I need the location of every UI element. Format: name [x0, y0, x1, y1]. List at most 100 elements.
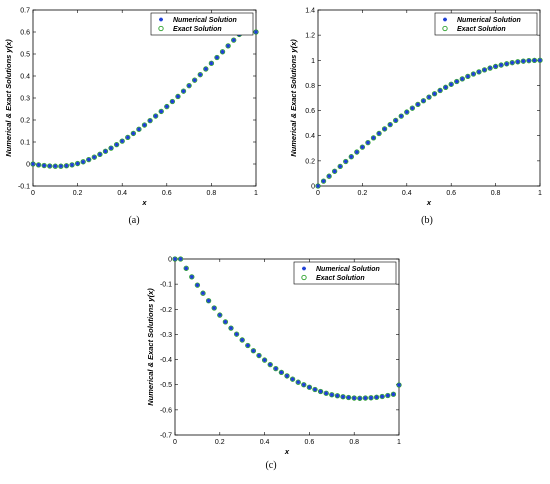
x-tick-label: 0.2 [215, 439, 225, 446]
chart-panel-c: 0 0.2 0.4 0.6 0.8 1 -0.7 -0.6 -0.5 -0.4 -0.3 -0.2 -0… [140, 250, 410, 484]
exact-solution-point [337, 163, 343, 170]
numerical-solution-point [98, 152, 102, 157]
caption-b: (b) [421, 215, 433, 226]
exact-solution-point [301, 382, 307, 388]
numerical-solution-point [504, 61, 509, 66]
numerical-solution-point [371, 135, 376, 140]
exact-solution-point [74, 160, 81, 167]
y-tick-label: 0.4 [20, 74, 30, 81]
x-tick-label: 0.2 [73, 190, 83, 197]
legend-exact-marker [158, 25, 164, 32]
y-tick-label: -0.1 [18, 184, 30, 191]
numerical-solution-point [131, 131, 136, 136]
numerical-solution-point [349, 154, 354, 159]
y-axis-label: Numerical & Exact Solutions y(x) [289, 39, 298, 157]
exact-solution-point [228, 325, 234, 331]
exact-solution-point [217, 312, 223, 318]
y-tick-label: -0.1 [160, 282, 172, 289]
numerical-solution-point [42, 163, 47, 168]
numerical-solution-point [53, 164, 58, 169]
numerical-solution-point [301, 382, 306, 387]
numerical-solution-point [321, 179, 326, 183]
legend-numerical-marker [443, 17, 447, 22]
exact-solution-point [470, 71, 477, 77]
numerical-solution-point [212, 306, 217, 310]
exact-solution-point [387, 122, 393, 128]
legend-box [434, 12, 538, 36]
exact-solution-point [520, 58, 527, 64]
exact-solution-point [203, 66, 209, 72]
exact-solution-point [284, 373, 290, 379]
exact-solution-point [476, 69, 482, 75]
numerical-solution-point [64, 163, 69, 168]
numerical-solution-point [176, 94, 180, 99]
exact-solution-point [194, 282, 201, 288]
numerical-solution-point [352, 396, 357, 400]
exact-solution-point [492, 63, 499, 70]
numerical-solution-point [465, 74, 470, 79]
numerical-solution-point [296, 380, 301, 385]
numerical-solution-point [240, 338, 245, 342]
exact-solution-point [147, 118, 153, 124]
exact-solution-point [448, 81, 454, 87]
numerical-solution-point [58, 164, 63, 169]
exact-solution-point [91, 154, 97, 160]
exact-solution-point [152, 113, 159, 119]
y-tick-label: -0.5 [160, 382, 172, 389]
exact-solution-point [390, 391, 397, 397]
numerical-solution-point [521, 59, 526, 64]
numerical-solution-point [443, 85, 448, 90]
numerical-solution-point [103, 149, 108, 154]
x-tick-label: 0 [31, 190, 35, 197]
exact-solution-point [393, 117, 399, 124]
chart-c-svg: 0 0.2 0.4 0.6 0.8 1 -0.7 -0.6 -0.5 -0.4 -0.3 -0.2 -0… [146, 256, 402, 456]
numerical-solution-point [532, 58, 537, 63]
exact-solution-point [119, 138, 125, 144]
numerical-solution-point [223, 319, 228, 324]
exact-solution-point [197, 72, 203, 78]
exact-solution-point [273, 365, 279, 372]
exact-solution-point [420, 98, 427, 104]
exact-solution-point [267, 361, 273, 368]
numerical-solution-point [488, 66, 492, 70]
legend-numerical-label: Numerical Solution [316, 266, 380, 273]
y-tick-label: 1.4 [305, 8, 315, 15]
y-axis-label: Numerical & Exact Solutions y(x) [4, 39, 13, 157]
numerical-solution-point [273, 366, 278, 371]
exact-solution-point [289, 376, 296, 382]
exact-solution-point [498, 62, 504, 68]
numerical-solution-point [217, 313, 222, 317]
exact-solution-point [315, 183, 321, 189]
numerical-solution-point [215, 55, 219, 60]
exact-solution-point [278, 369, 285, 376]
exact-solution-point [426, 94, 432, 100]
exact-solution-point [362, 395, 369, 401]
numerical-solution-point [184, 266, 189, 271]
exact-solution-point [183, 265, 189, 271]
numerical-solution-point [159, 109, 164, 114]
numerical-solution-point [203, 67, 208, 71]
x-tick-label: 0 [173, 439, 177, 446]
numerical-solution-point [307, 385, 312, 390]
x-tick-label: 0.4 [117, 190, 127, 197]
numerical-solution-point [226, 43, 231, 48]
y-tick-label: 0 [26, 162, 30, 169]
numerical-solution-point [254, 30, 258, 34]
numerical-solution-point [327, 174, 331, 179]
legend-box [293, 261, 397, 285]
exact-solution-point [431, 91, 438, 97]
exact-solution-point [370, 135, 377, 141]
exact-solution-point [30, 161, 36, 167]
exact-solution-point [113, 141, 120, 148]
exact-solution-point [459, 76, 465, 82]
caption-a: (a) [128, 215, 140, 226]
exact-solution-point [200, 290, 206, 296]
y-tick-label: 0.1 [20, 140, 30, 147]
numerical-solution-point [377, 131, 381, 136]
numerical-solution-point [234, 332, 239, 337]
numerical-solution-point [120, 139, 125, 144]
y-tick-label: -0.7 [160, 433, 172, 440]
numerical-solution-point [229, 326, 233, 331]
exact-solution-point [398, 113, 404, 119]
numerical-solution-point [332, 169, 337, 174]
